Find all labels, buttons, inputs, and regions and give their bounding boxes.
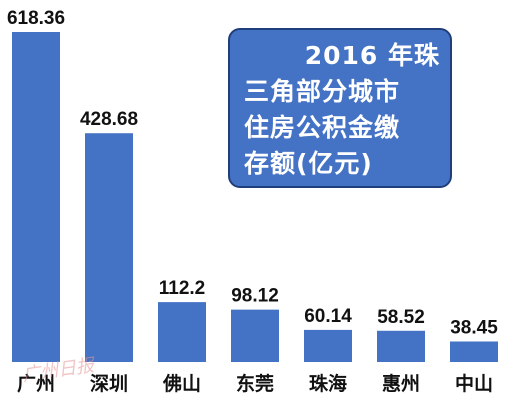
value-label-佛山: 112.2 bbox=[159, 278, 206, 299]
value-label-珠海: 60.14 bbox=[304, 306, 352, 327]
bar-佛山 bbox=[158, 302, 206, 362]
category-label-东莞: 东莞 bbox=[236, 372, 274, 395]
category-label-中山: 中山 bbox=[455, 372, 493, 395]
bar-深圳 bbox=[85, 133, 133, 362]
bar-广州 bbox=[12, 32, 60, 362]
value-label-深圳: 428.68 bbox=[80, 109, 138, 130]
category-label-广州: 广州 bbox=[17, 372, 55, 395]
category-label-珠海: 珠海 bbox=[309, 372, 347, 395]
bar-中山 bbox=[450, 341, 498, 362]
value-label-惠州: 58.52 bbox=[377, 307, 425, 328]
category-label-深圳: 深圳 bbox=[90, 372, 128, 395]
title-line-4: 存额(亿元) bbox=[244, 149, 373, 178]
value-label-中山: 38.45 bbox=[450, 317, 498, 338]
bar-惠州 bbox=[377, 330, 425, 362]
title-line-1: 2016 年珠 bbox=[304, 41, 440, 70]
value-label-广州: 618.36 bbox=[7, 8, 65, 29]
chart-title-box: 2016 年珠 三角部分城市 住房公积金缴 存额(亿元) bbox=[228, 28, 452, 188]
bar-东莞 bbox=[231, 309, 279, 362]
title-line-2: 三角部分城市 bbox=[244, 77, 401, 106]
value-label-东莞: 98.12 bbox=[231, 286, 279, 307]
category-label-佛山: 佛山 bbox=[162, 372, 201, 395]
bar-珠海 bbox=[304, 329, 352, 362]
category-label-惠州: 惠州 bbox=[382, 373, 420, 395]
title-line-3: 住房公积金缴 bbox=[244, 113, 401, 142]
